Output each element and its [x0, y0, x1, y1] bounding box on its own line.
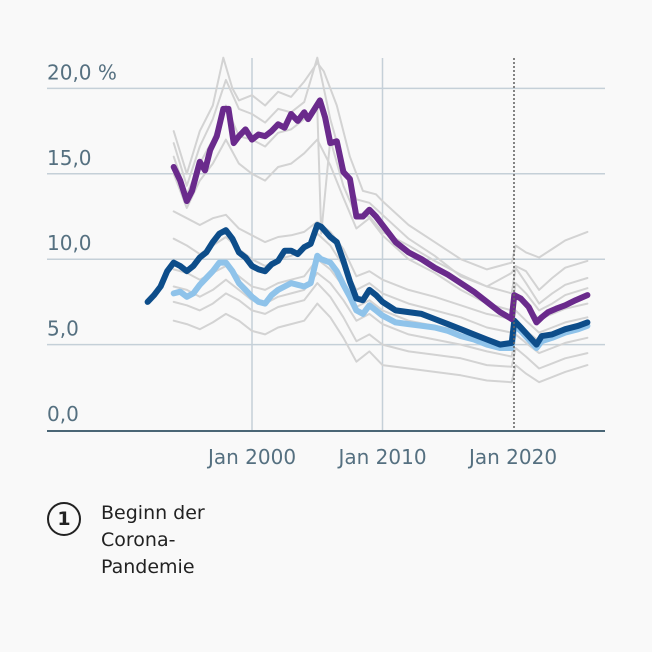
series-lines: [144, 56, 591, 384]
series-line-grey-8: [172, 282, 589, 370]
series-line-grey-3: [172, 104, 589, 305]
y-tick-label: 10,0: [47, 231, 92, 255]
series-line-highlight-purple: [170, 97, 591, 326]
y-tick-label: 20,0 %: [47, 60, 117, 84]
x-tick-label: Jan 2010: [336, 445, 426, 469]
x-tick-label: Jan 2020: [467, 445, 557, 469]
series-line-grey-4: [172, 138, 589, 312]
y-tick-label: 5,0: [47, 317, 79, 341]
y-tick-label: 0,0: [47, 402, 79, 426]
annotation-note-text: Beginn der Corona-Pandemie: [101, 502, 205, 578]
annotation-note: 1 Beginn der Corona-Pandemie: [47, 500, 231, 581]
vertical-gridlines: [251, 58, 384, 430]
line-chart: 0,05,010,015,020,0 % Jan 2000 Jan 2010 Jan…: [47, 56, 605, 469]
x-tick-label: Jan 2000: [206, 445, 296, 469]
y-tick-label: 15,0: [47, 146, 92, 170]
annotation-marker-badge: 1: [47, 502, 81, 536]
series-line-grey-10: [172, 271, 589, 358]
series-line-grey-9: [172, 302, 589, 384]
y-axis-ticks: 0,0 5,0 10,0 15,0 20,0 %: [47, 60, 117, 426]
series-line-highlight-dark-blue: [144, 222, 591, 348]
x-axis-ticks: Jan 2000 Jan 2010 Jan 2020: [206, 445, 557, 469]
series-line-grey-1: [172, 56, 589, 271]
